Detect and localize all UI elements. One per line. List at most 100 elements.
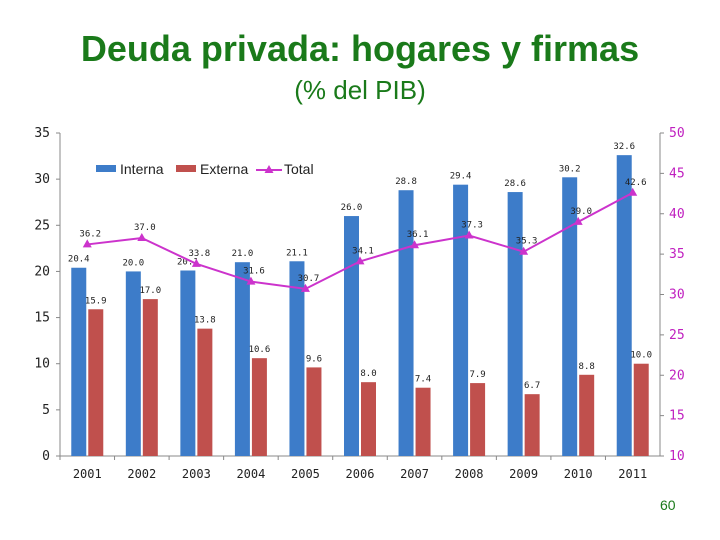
data-label-externa: 15.9 [85, 296, 107, 306]
data-label-externa: 7.4 [415, 375, 431, 385]
left-tick-label: 30 [34, 172, 50, 187]
bar-interna [616, 155, 632, 457]
data-label-externa: 10.0 [630, 351, 652, 361]
legend-marker-total [264, 165, 274, 173]
bar-externa [361, 382, 376, 456]
bar-interna [71, 267, 87, 456]
chart-title: Deuda privada: hogares y firmas [80, 28, 640, 69]
data-label-interna: 32.6 [613, 142, 635, 152]
bar-externa [251, 358, 267, 456]
data-label-interna: 28.6 [504, 179, 526, 189]
bar-interna [289, 261, 305, 456]
bar-externa [197, 328, 213, 456]
bar-interna [125, 271, 141, 456]
point-total [519, 246, 529, 255]
x-tick-label: 2010 [564, 467, 593, 481]
legend-swatch-externa [176, 165, 196, 172]
bar-interna [562, 177, 578, 456]
data-label-total: 31.6 [243, 267, 265, 277]
data-label-externa: 9.6 [306, 354, 322, 364]
left-tick-label: 0 [42, 449, 50, 464]
data-label-total: 37.3 [461, 221, 483, 231]
bar-externa [470, 383, 486, 456]
data-label-externa: 6.7 [524, 381, 540, 391]
bar-externa [88, 309, 104, 456]
data-label-interna: 20.1 [177, 258, 199, 268]
page-number: 60 [660, 497, 676, 513]
left-tick-label: 5 [42, 403, 50, 418]
x-tick-label: 2005 [291, 467, 320, 481]
left-tick-label: 35 [34, 126, 50, 141]
x-tick-label: 2009 [509, 467, 538, 481]
data-label-total: 42.6 [625, 178, 647, 188]
data-label-interna: 21.1 [286, 248, 308, 258]
point-total [464, 230, 474, 239]
chart-subtitle: (% del PIB) [294, 75, 426, 105]
x-tick-label: 2004 [236, 467, 265, 481]
bar-interna [398, 190, 414, 456]
bar-interna [453, 184, 469, 456]
right-tick-label: 10 [669, 449, 685, 464]
right-tick-label: 50 [669, 126, 685, 141]
legend-swatch-interna [96, 165, 116, 172]
right-tick-label: 25 [669, 328, 685, 343]
x-tick-label: 2008 [455, 467, 484, 481]
point-total [355, 256, 365, 265]
legend-label-interna: Interna [120, 161, 164, 177]
left-tick-label: 15 [34, 311, 50, 326]
data-label-total: 37.0 [134, 223, 156, 233]
bar-externa [633, 363, 649, 456]
x-tick-label: 2006 [346, 467, 375, 481]
data-label-interna: 29.4 [450, 172, 472, 182]
point-total [246, 276, 256, 285]
bar-interna [507, 192, 523, 456]
bar-externa [524, 394, 540, 456]
bar-interna [234, 262, 250, 456]
point-total [628, 187, 638, 196]
data-label-interna: 30.2 [559, 164, 581, 174]
bar-externa [415, 387, 431, 456]
bar-externa [579, 374, 595, 456]
data-label-externa: 7.9 [469, 370, 485, 380]
right-tick-label: 15 [669, 409, 685, 424]
point-total [82, 239, 92, 248]
legend-label-externa: Externa [200, 161, 248, 177]
data-label-externa: 17.0 [139, 286, 161, 296]
right-tick-label: 35 [669, 247, 685, 262]
legend-label-total: Total [284, 161, 314, 177]
data-label-total: 34.1 [352, 246, 374, 256]
left-tick-label: 10 [34, 357, 50, 372]
point-total [137, 232, 147, 241]
x-tick-label: 2003 [182, 467, 211, 481]
data-label-externa: 8.0 [360, 369, 376, 379]
left-tick-label: 20 [34, 264, 50, 279]
point-total [573, 216, 583, 225]
data-label-externa: 13.8 [194, 316, 216, 326]
x-tick-label: 2007 [400, 467, 429, 481]
bar-externa [306, 367, 322, 456]
right-tick-label: 40 [669, 207, 685, 222]
x-tick-label: 2001 [73, 467, 102, 481]
right-tick-label: 20 [669, 368, 685, 383]
bar-externa [142, 299, 158, 456]
left-tick-label: 25 [34, 218, 50, 233]
data-label-total: 39.0 [570, 207, 592, 217]
data-label-total: 36.2 [79, 229, 101, 239]
data-label-externa: 8.8 [579, 362, 595, 372]
point-total [191, 258, 201, 267]
data-label-interna: 26.0 [341, 203, 363, 213]
x-tick-label: 2002 [127, 467, 156, 481]
data-label-total: 35.3 [516, 237, 538, 247]
data-label-total: 33.8 [189, 249, 211, 259]
bar-interna [344, 216, 359, 456]
data-label-total: 30.7 [298, 274, 320, 284]
bar-interna [180, 270, 196, 456]
data-label-interna: 20.4 [68, 255, 90, 265]
data-label-interna: 21.0 [232, 249, 254, 259]
x-tick-label: 2011 [618, 467, 647, 481]
right-tick-label: 45 [669, 166, 685, 181]
right-tick-label: 30 [669, 288, 685, 303]
point-total [300, 283, 310, 292]
data-label-externa: 10.6 [249, 345, 271, 355]
